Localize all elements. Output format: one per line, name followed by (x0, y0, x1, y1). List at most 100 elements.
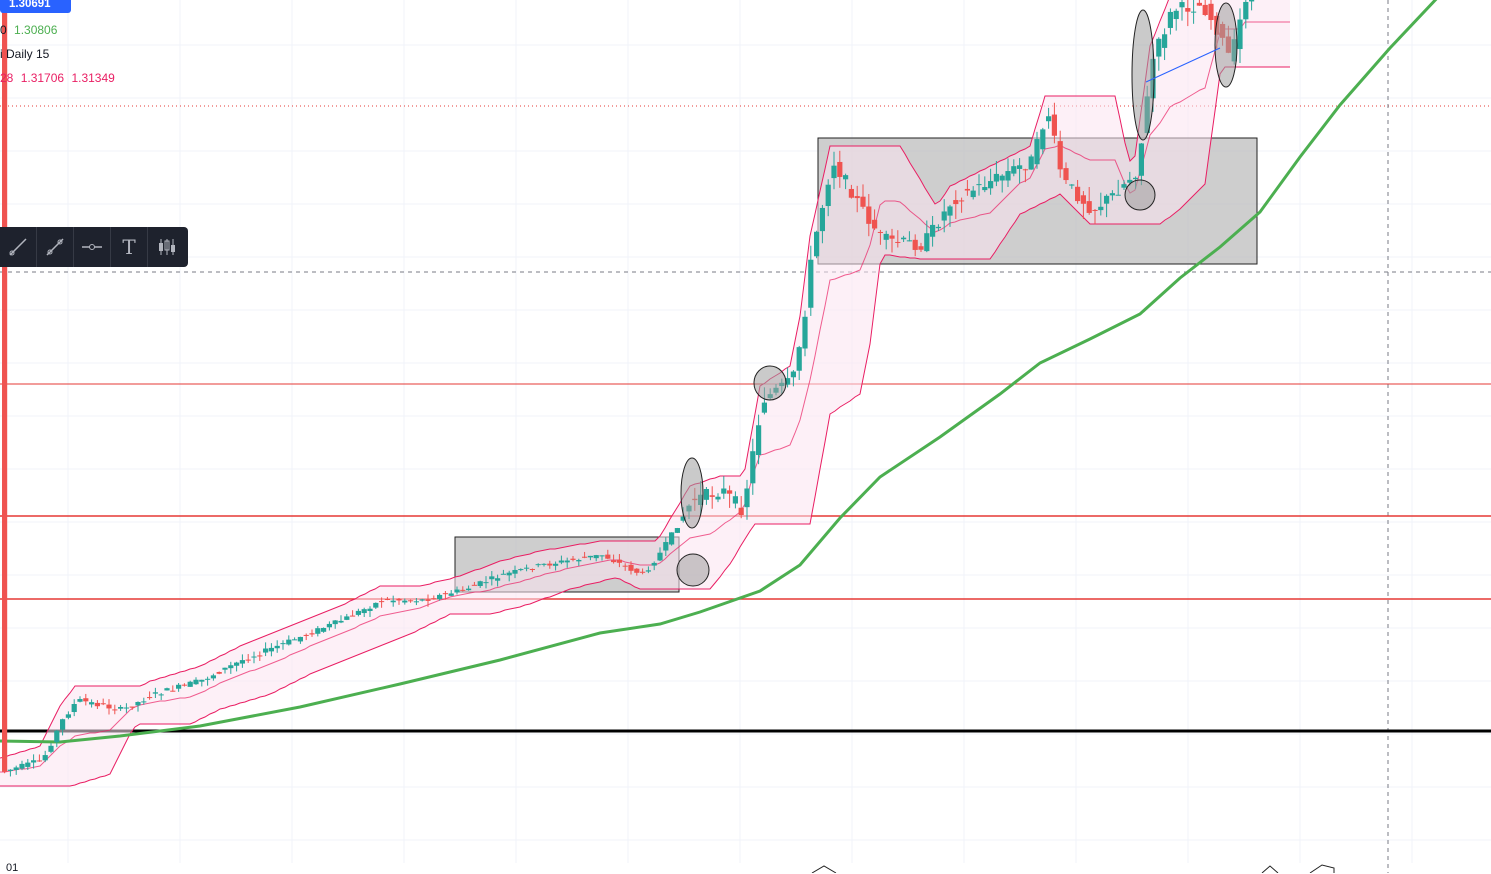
highlight-ellipse (1124, 179, 1156, 211)
candle-body (483, 582, 489, 584)
candle-body (756, 425, 762, 456)
legend-ma-prefix: 0 (0, 23, 7, 37)
ray-tool[interactable] (37, 227, 74, 267)
candle-body (344, 616, 350, 620)
candle-body (1156, 38, 1162, 57)
candle-body (181, 684, 187, 686)
trend-line-tool[interactable] (0, 227, 37, 267)
candle-body (1133, 177, 1139, 180)
candle-body (1202, 4, 1208, 15)
candle-body (1243, 1, 1249, 20)
candle-body (1115, 194, 1121, 196)
candle-body (535, 564, 541, 566)
candle-body (1138, 143, 1144, 176)
candle-body (19, 763, 25, 769)
trend-line-drawing (1145, 47, 1221, 83)
candle-body (576, 560, 582, 562)
candle-body (106, 704, 112, 709)
candle-body (1022, 169, 1028, 171)
candle-body (454, 589, 460, 593)
candle-body (616, 559, 622, 563)
candle-body (199, 679, 205, 682)
candle-body (628, 564, 634, 571)
candle-body (477, 581, 483, 586)
candle-body (611, 560, 617, 563)
horizontal-line-icon (82, 244, 102, 250)
candle-body (466, 588, 472, 591)
candle-body (732, 496, 738, 504)
candle-body (292, 639, 298, 641)
candle-body (814, 231, 820, 257)
candle-body (228, 665, 234, 669)
text-tool[interactable]: T (111, 227, 148, 267)
highlight-ellipse (1214, 2, 1238, 88)
candle-body (1196, 2, 1202, 6)
highlight-ellipse (753, 365, 787, 401)
candle-body (570, 558, 576, 560)
candle-body (883, 233, 889, 240)
candle-body (60, 719, 66, 730)
candle-body (866, 206, 872, 224)
candle-body (1191, 11, 1197, 13)
candle-body (170, 690, 176, 692)
donchian-band (0, 0, 1290, 787)
candle-body (906, 240, 912, 242)
candle-body (1011, 166, 1017, 174)
highlight-ellipse (1131, 9, 1155, 141)
candle-body (622, 565, 628, 567)
last-price-badge: 1.30691 (0, 0, 71, 13)
candle-body (1237, 19, 1243, 50)
candle-body (164, 688, 170, 691)
candle-body (332, 620, 338, 625)
candle-body (31, 760, 37, 763)
candle-body (1017, 165, 1023, 169)
candle-body (924, 233, 930, 252)
candle-body (843, 175, 849, 180)
candle-body (431, 598, 437, 600)
candle-body (796, 347, 802, 371)
candle-body (500, 573, 506, 575)
candle-body (25, 762, 31, 767)
marker-up-icon (1261, 865, 1279, 873)
candle-body (854, 196, 860, 199)
moving-average-curve (0, 0, 1438, 744)
candle-body (1104, 195, 1110, 204)
candle-body (541, 563, 547, 565)
candle-body (361, 609, 367, 614)
candle-body (89, 702, 95, 705)
candle-body (413, 601, 419, 603)
candle-body (379, 601, 385, 603)
candle-body (42, 755, 48, 761)
candle-body (715, 496, 721, 500)
candle-body (123, 707, 129, 709)
marker-flag-icon (1309, 864, 1335, 873)
candle-body (94, 702, 100, 707)
candle-body (112, 709, 118, 711)
candle-body (1208, 3, 1214, 21)
candle-body (152, 692, 158, 694)
horizontal-line-tool[interactable] (74, 227, 111, 267)
candle-body (1167, 11, 1173, 28)
candle-body (634, 568, 640, 573)
candle-body (315, 628, 321, 634)
candle-body (408, 600, 414, 602)
candle-body (999, 175, 1005, 181)
text-icon: T (122, 235, 136, 259)
candle-body (326, 623, 332, 628)
candle-body (1046, 116, 1052, 122)
candle-body (1080, 195, 1086, 204)
candle-body (790, 371, 796, 378)
candle-body (1249, 0, 1255, 2)
candle-body (442, 593, 448, 595)
candle-body (582, 556, 588, 558)
drawing-annotations (676, 2, 1335, 873)
candle-body (425, 599, 431, 601)
legend-indicator-title[interactable]: i Daily 15 (0, 47, 50, 61)
candle-body (1028, 156, 1034, 170)
candle-body (355, 610, 361, 615)
candles-settings-tool[interactable] (148, 227, 185, 267)
candle-body (947, 206, 953, 216)
candle-body (187, 681, 193, 687)
